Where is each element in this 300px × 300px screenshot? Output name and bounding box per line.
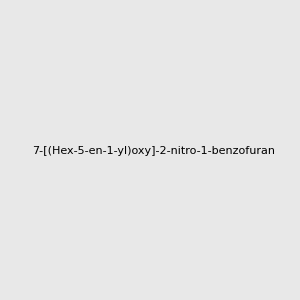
Text: 7-[(Hex-5-en-1-yl)oxy]-2-nitro-1-benzofuran: 7-[(Hex-5-en-1-yl)oxy]-2-nitro-1-benzofu…	[32, 146, 275, 157]
